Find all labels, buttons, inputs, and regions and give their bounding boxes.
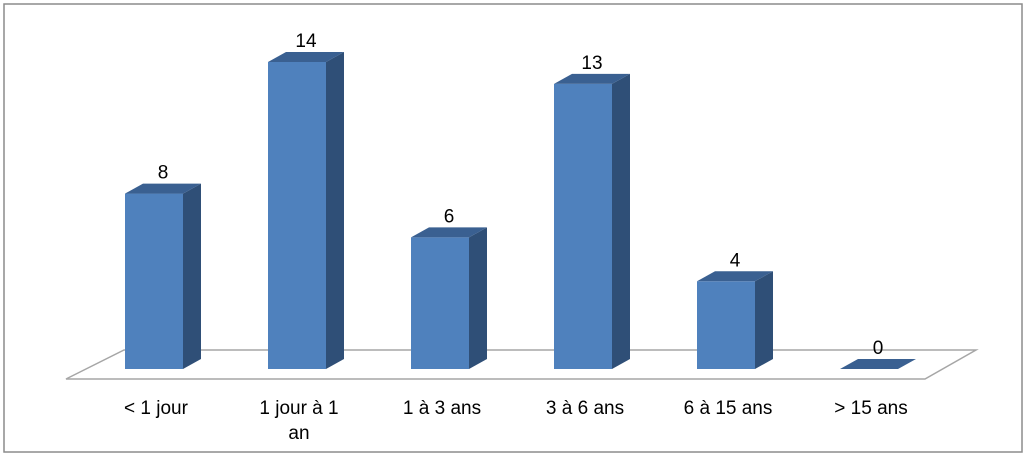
bar-side: [612, 73, 630, 369]
data-label-1: 14: [295, 31, 317, 52]
bar-top: [697, 271, 773, 282]
data-label-3: 13: [581, 53, 602, 74]
category-label-line: 1 jour à 1: [259, 398, 338, 419]
bar-2: [411, 227, 487, 369]
bar-top: [268, 52, 344, 62]
bar-0: [125, 183, 201, 369]
bar-top: [411, 227, 487, 238]
bar-top: [125, 183, 201, 194]
bar-1: [268, 52, 344, 369]
data-label-2: 6: [444, 206, 455, 227]
value-labels-layer: 8 14 6 13 4 0: [158, 31, 884, 359]
category-label-2: 1 à 3 ans: [403, 398, 481, 419]
bar-side: [183, 183, 201, 369]
chart-floor: [65, 349, 979, 380]
category-label-line: < 1 jour: [124, 398, 189, 419]
category-label-line: 6 à 15 ans: [684, 398, 773, 419]
data-label-0: 8: [158, 163, 169, 184]
bars-layer: [125, 52, 916, 369]
category-labels-layer: < 1 jour 1 jour à 1 an 1 à 3 ans 3 à 6 ans 6 …: [124, 398, 908, 444]
bar-3: [554, 73, 630, 369]
category-label-line: 3 à 6 ans: [546, 398, 624, 419]
category-label-3: 3 à 6 ans: [546, 398, 624, 419]
category-label-4: 6 à 15 ans: [684, 398, 773, 419]
bar-side: [326, 52, 344, 369]
bar-front: [697, 281, 755, 369]
category-label-1: 1 jour à 1 an: [259, 398, 338, 444]
bar-front: [411, 237, 469, 369]
bar-front: [554, 83, 612, 369]
bar-front: [125, 193, 183, 369]
category-label-0: < 1 jour: [124, 398, 189, 419]
bar-4: [697, 271, 773, 369]
bar-top: [840, 359, 916, 369]
bar-side: [469, 227, 487, 369]
category-label-line: 1 à 3 ans: [403, 398, 481, 419]
category-label-line: an: [288, 423, 309, 444]
data-label-4: 4: [730, 250, 741, 271]
bar-front: [268, 62, 326, 369]
bar-top: [554, 73, 630, 84]
bar-5: [840, 359, 916, 369]
data-label-5: 0: [873, 338, 884, 359]
category-label-5: > 15 ans: [834, 398, 907, 419]
bar-side: [755, 271, 773, 369]
category-label-line: > 15 ans: [834, 398, 907, 419]
